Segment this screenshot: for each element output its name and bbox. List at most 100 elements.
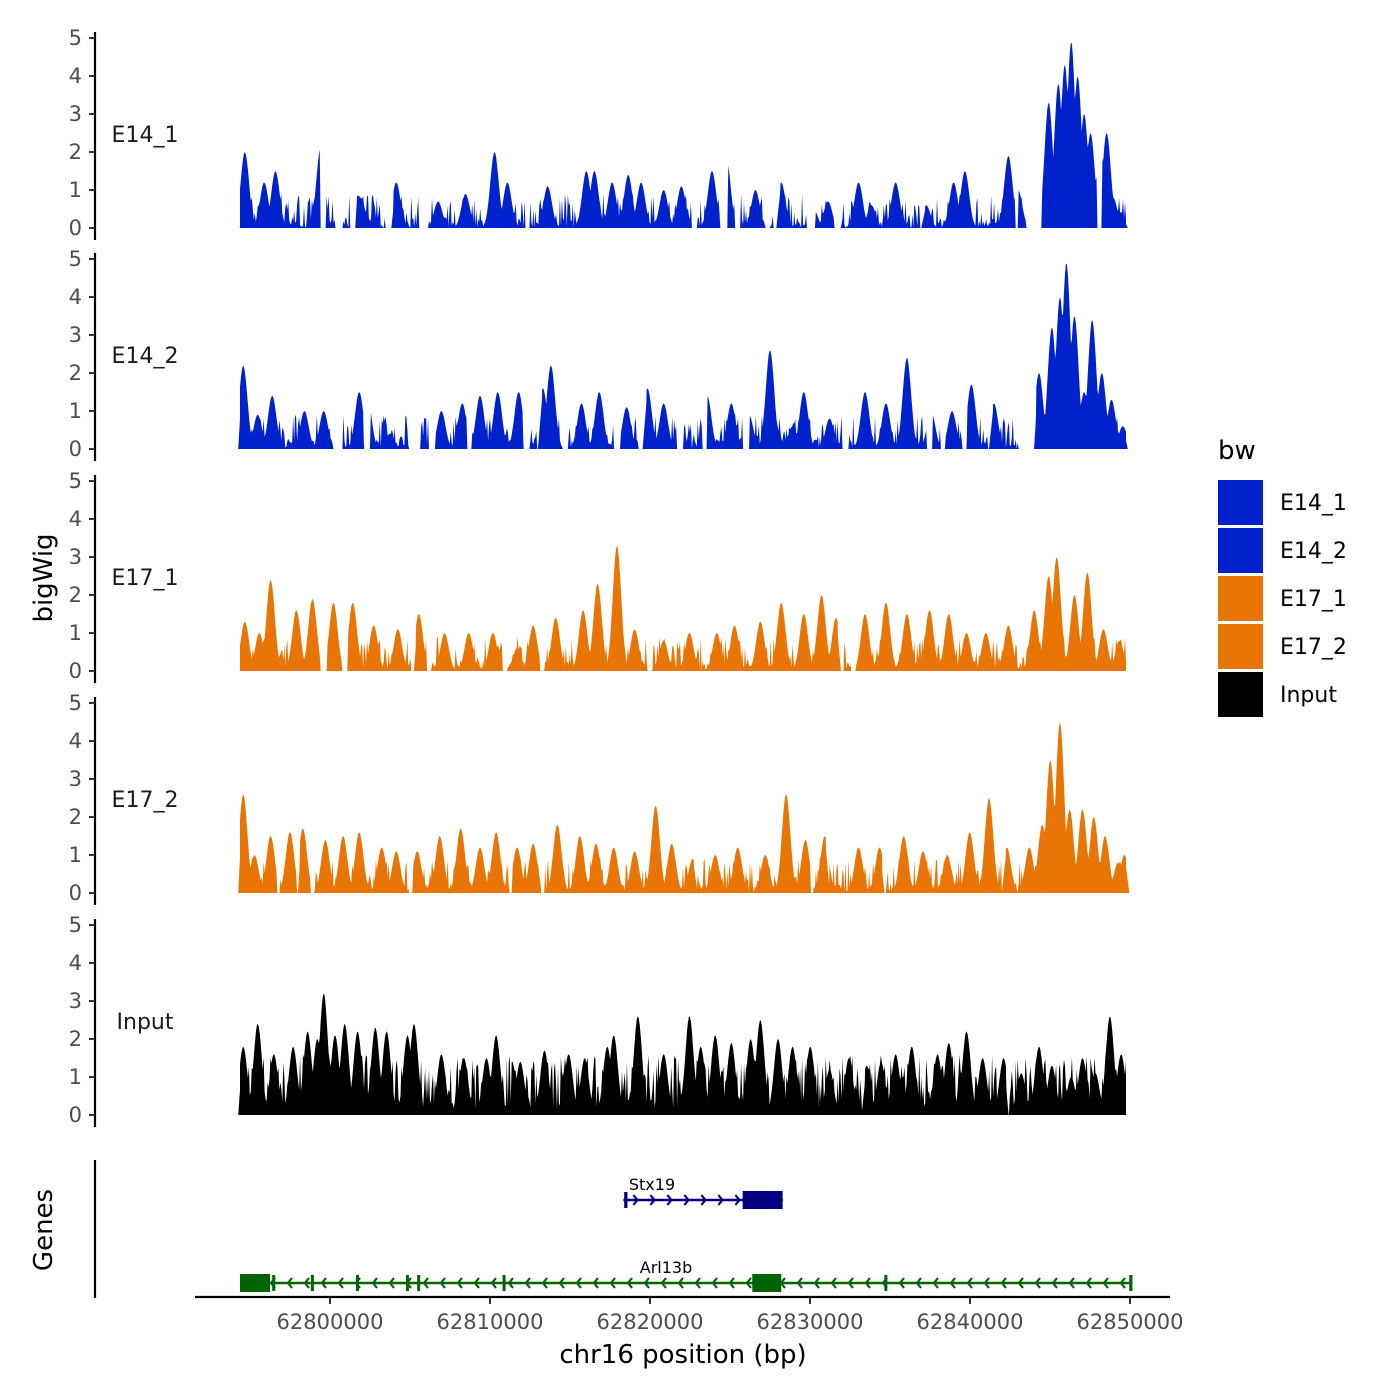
coverage-peak — [1034, 1046, 1044, 1115]
coverage-peak — [1082, 572, 1093, 671]
coverage-peak — [409, 1023, 419, 1115]
coverage-peak — [1069, 316, 1080, 449]
strand-arrow — [1068, 1277, 1075, 1289]
strand-arrow — [592, 1277, 599, 1289]
y-tick-label: 1 — [69, 621, 82, 645]
coverage-peak — [1072, 76, 1083, 228]
strand-arrow — [1017, 1277, 1024, 1289]
coverage-peak — [297, 828, 308, 893]
coverage-peak — [1046, 327, 1057, 449]
legend-swatch — [1218, 576, 1263, 621]
coverage-peak — [1034, 373, 1044, 449]
coverage-peak — [824, 418, 835, 449]
strand-arrow — [632, 1194, 639, 1206]
gene-name-label: Stx19 — [629, 1175, 675, 1194]
y-tick-label: 5 — [69, 469, 82, 493]
coverage-peak — [1116, 1054, 1127, 1115]
coverage-peak — [291, 610, 302, 671]
coverage-peak — [1098, 629, 1109, 671]
coverage-peak — [328, 602, 339, 671]
coverage-peak — [726, 403, 737, 449]
coverage-peak — [1053, 83, 1064, 228]
coverage-peak — [890, 182, 901, 228]
strand-arrow — [541, 1277, 548, 1289]
legend-swatch — [1218, 528, 1263, 573]
coverage-peak — [455, 828, 466, 893]
coverage-peak — [924, 610, 935, 671]
gene-exon — [272, 1275, 276, 1291]
coverage-peak — [745, 1039, 756, 1115]
coverage-peak — [760, 855, 771, 893]
coverage-peak — [658, 1054, 669, 1115]
coverage-peak — [284, 832, 295, 893]
track-e14-2: 0 1 2 3 4 5 E14_2 — [69, 247, 1128, 461]
legend-swatch — [1218, 672, 1263, 717]
coverage-peak — [636, 182, 647, 228]
coverage-peak — [729, 625, 740, 671]
strand-arrow — [983, 1277, 990, 1289]
coverage-peak — [787, 426, 798, 449]
y-tick-label: 2 — [69, 1027, 82, 1051]
coverage-peak — [798, 614, 809, 671]
coverage-peak — [1001, 847, 1012, 893]
strand-arrow — [490, 1277, 497, 1289]
coverage-peak — [381, 1031, 392, 1115]
gene-exon — [1129, 1275, 1133, 1291]
coverage-peak — [658, 640, 669, 671]
y-tick-label: 4 — [69, 64, 82, 88]
coverage-peak — [750, 190, 761, 228]
coverage-peak — [436, 1054, 447, 1115]
coverage-peak — [368, 625, 379, 671]
coverage-peak — [576, 403, 587, 449]
strand-arrow — [286, 1277, 293, 1289]
gene-exon — [405, 1275, 409, 1291]
coverage-tracks: 0 1 2 3 4 5 E14_1 0 1 2 3 4 5 E14_2 0 1 2 3 4 5 E17_1 0 1 2 3 4 5 E… — [69, 26, 1130, 1127]
coverage-peak — [906, 1046, 917, 1115]
coverage-peak — [1045, 760, 1056, 893]
x-tick-label: 62800000 — [277, 1310, 384, 1334]
coverage-peak — [853, 847, 864, 893]
coverage-peak — [550, 617, 561, 671]
strand-arrow — [371, 1277, 378, 1289]
coverage-peak — [413, 614, 424, 671]
strand-arrow — [745, 1277, 752, 1289]
coverage-peak — [710, 855, 721, 893]
coverage-peak — [1087, 319, 1098, 449]
coverage-peak — [492, 392, 503, 449]
coverage-peak — [932, 1054, 943, 1115]
coverage-peak — [352, 1031, 363, 1115]
coverage-peak — [528, 625, 539, 671]
strand-arrow — [1034, 1277, 1041, 1289]
coverage-peak — [1108, 197, 1119, 228]
coverage-peak — [881, 602, 891, 671]
coverage-peak — [267, 395, 278, 449]
track-name-label: E17_1 — [112, 566, 179, 591]
coverage-peak — [988, 403, 999, 449]
coverage-area — [240, 42, 1126, 228]
coverage-peak — [650, 805, 661, 893]
y-tick-label: 0 — [69, 659, 82, 683]
coverage-peak — [732, 847, 743, 893]
coverage-peak — [1088, 817, 1099, 893]
coverage-peak — [545, 365, 556, 449]
y-tick-label: 4 — [69, 951, 82, 975]
coverage-peak — [259, 182, 270, 228]
coverage-peak — [773, 1039, 783, 1115]
coverage-peak — [890, 1054, 901, 1115]
strand-arrow — [1085, 1277, 1092, 1289]
coverage-peak — [658, 190, 669, 228]
y-tick-label: 5 — [69, 26, 82, 50]
coverage-area — [240, 993, 1126, 1115]
coverage-peak — [881, 403, 891, 449]
coverage-peak — [959, 171, 970, 228]
coverage-peak — [302, 1031, 313, 1115]
coverage-peak — [819, 836, 830, 893]
coverage-peak — [1055, 722, 1065, 893]
coverage-peak — [436, 411, 447, 449]
coverage-peak — [901, 357, 912, 449]
coverage-peak — [439, 633, 450, 671]
coverage-peak — [320, 839, 331, 893]
gene-utr-block — [240, 1274, 270, 1292]
legend-swatch — [1218, 480, 1263, 525]
coverage-peak — [632, 1016, 643, 1115]
